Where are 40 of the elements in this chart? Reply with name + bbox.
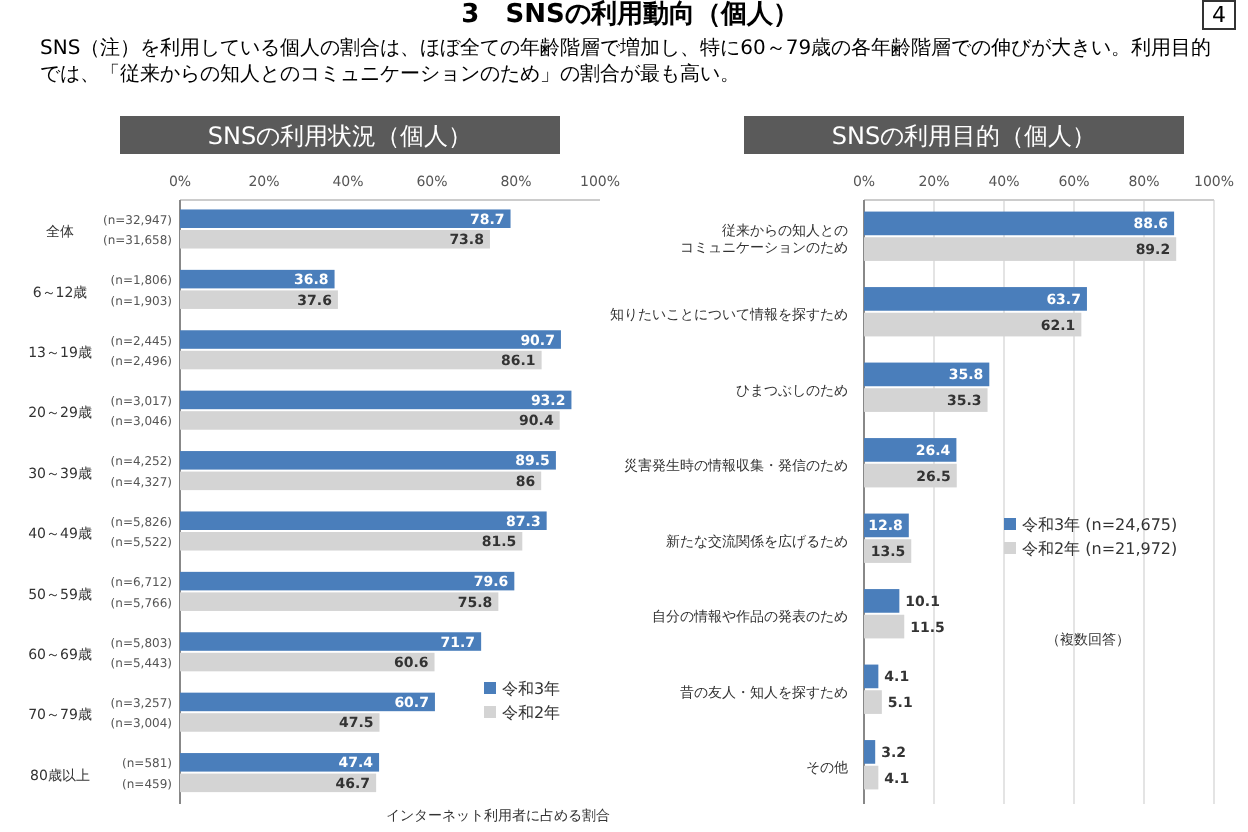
bar bbox=[180, 632, 482, 651]
bar bbox=[864, 237, 1177, 261]
bar bbox=[180, 451, 556, 470]
legend-label: 令和2年 bbox=[502, 704, 561, 722]
bar bbox=[180, 753, 380, 772]
bar bbox=[180, 229, 490, 249]
bar bbox=[180, 209, 511, 228]
text: 4 bbox=[1202, 0, 1236, 30]
bar bbox=[864, 312, 1082, 337]
legend-label: 令和3年 bbox=[502, 680, 561, 698]
bar bbox=[864, 388, 988, 412]
bar bbox=[180, 652, 435, 672]
bar bbox=[864, 664, 879, 689]
legend-label: 令和2年 (n=21,972) bbox=[1022, 540, 1178, 558]
bar bbox=[864, 765, 879, 790]
bar bbox=[180, 592, 499, 611]
bar bbox=[180, 511, 547, 530]
bar bbox=[180, 350, 542, 370]
bar bbox=[180, 773, 377, 793]
bar bbox=[864, 287, 1087, 311]
legend-label: 令和3年 (n=24,675) bbox=[1022, 516, 1178, 534]
text: SNS（注）を利用している個人の割合は、ほぼ全ての年齢階層で増加し、特に60～79歳の各年齢階層での伸びが大きい。利用目的では、「従来からの知人とのコミュニケーションのため」の割合が最も高い。 bbox=[40, 36, 1214, 88]
bar bbox=[180, 692, 435, 712]
bar bbox=[180, 330, 561, 349]
bar bbox=[864, 211, 1175, 236]
bar bbox=[180, 713, 380, 732]
bar bbox=[180, 290, 338, 309]
chart-title: SNSの利用状況（個人） bbox=[207, 122, 473, 150]
bar bbox=[180, 471, 542, 491]
chart-title: SNSの利用目的（個人） bbox=[831, 122, 1097, 150]
bar bbox=[180, 411, 560, 430]
text: 3 SNSの利用動向（個人） bbox=[461, 0, 799, 30]
bar bbox=[864, 438, 957, 462]
bar bbox=[864, 589, 900, 613]
bar bbox=[180, 531, 523, 551]
bar bbox=[864, 740, 876, 764]
bar bbox=[864, 614, 905, 639]
bar bbox=[180, 390, 572, 410]
bar bbox=[180, 571, 515, 591]
bar bbox=[864, 690, 882, 714]
